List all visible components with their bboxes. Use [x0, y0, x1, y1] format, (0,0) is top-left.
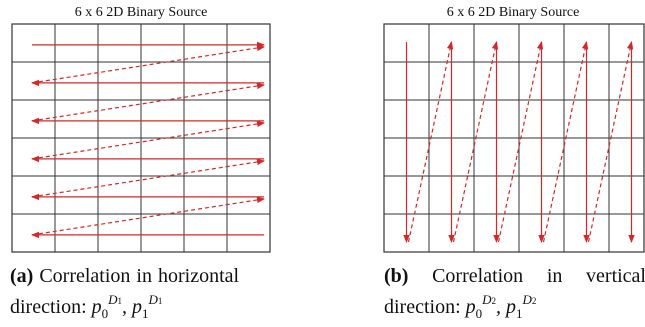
return-arrow — [31, 158, 265, 198]
panel-b-grid — [383, 23, 645, 253]
panel-b-scan-arrows — [403, 41, 635, 243]
return-arrow — [452, 41, 499, 243]
panel-a-title: 6 x 6 2D Binary Source — [74, 5, 208, 20]
return-arrow — [497, 41, 544, 243]
panel-a-grid — [11, 23, 271, 253]
caption-b-word-1: Correlation — [432, 265, 524, 287]
return-arrow — [407, 41, 454, 243]
caption-b-word-3: vertical — [586, 265, 645, 287]
panel-a-caption: (a) Correlation in horizontal direction:… — [10, 264, 280, 326]
panel-b-caption: (b) Correlation in vertical direction: p… — [384, 264, 645, 326]
caption-a-direction-label: direction: — [10, 296, 87, 318]
return-arrow — [31, 82, 265, 122]
return-arrow — [31, 44, 265, 84]
caption-a-math: p0D1, p1D1 — [91, 292, 163, 321]
caption-a-word-3: horizontal — [157, 265, 240, 287]
caption-a-word-1: Correlation — [39, 265, 131, 287]
caption-b-math: p0D2, p1D2 — [465, 292, 537, 321]
return-arrow — [542, 41, 589, 243]
return-arrow — [31, 120, 265, 160]
caption-b-letter: (b) — [384, 265, 409, 287]
caption-a-letter: (a) — [10, 265, 34, 287]
panel-b-title: 6 x 6 2D Binary Source — [446, 5, 580, 20]
panel-a-scan-arrows — [31, 41, 265, 239]
caption-b-word-2: in — [546, 265, 563, 287]
return-arrow — [587, 41, 634, 243]
caption-b-direction-label: direction: — [384, 296, 461, 318]
return-arrow — [31, 196, 265, 236]
caption-a-word-2: in — [136, 265, 152, 287]
